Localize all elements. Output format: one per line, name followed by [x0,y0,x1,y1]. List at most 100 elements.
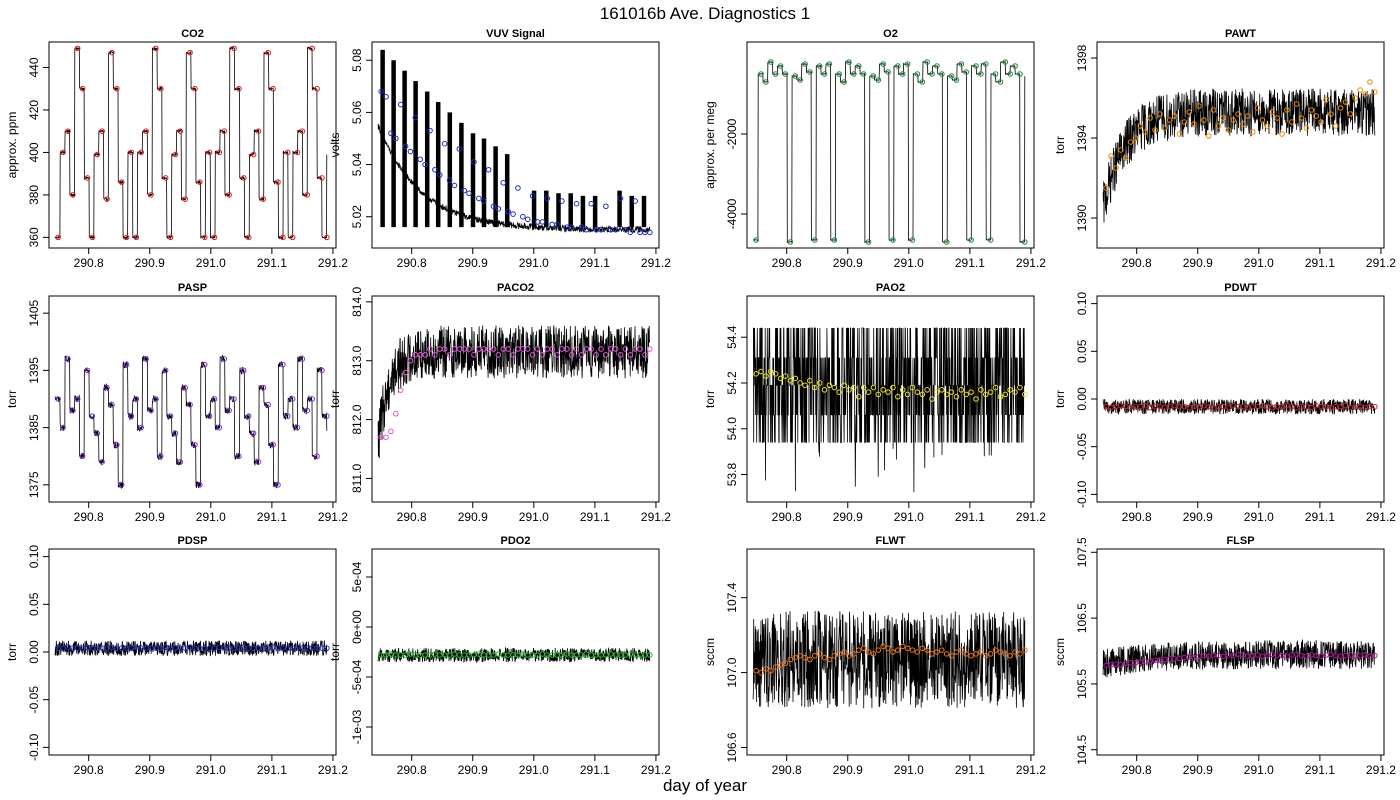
plot-frame [371,295,660,503]
average-point [324,413,330,419]
average-point [811,237,818,243]
x-tick-label: 291.1 [955,256,985,270]
raw-trace [54,45,328,241]
average-point [177,128,184,134]
average-point [510,211,516,217]
y-tick-label: 0.05 [1075,339,1089,363]
average-point [378,88,384,95]
average-point [113,441,120,448]
average-point [221,128,228,134]
average-point [982,391,989,398]
x-tick-label: 291.0 [519,763,549,777]
average-point [245,413,252,419]
x-tick-label: 290.9 [833,510,863,524]
average-point [1313,113,1320,119]
average-point [1118,662,1124,668]
y-tick-label: 104.5 [1075,734,1089,764]
average-point [1318,653,1324,660]
y-tick-label: 440 [27,57,41,77]
average-point [787,239,794,245]
average-point [1240,652,1246,658]
average-point [1225,404,1232,411]
average-point [831,652,838,659]
average-point [304,192,311,198]
average-point [865,239,872,245]
x-tick-label: 291.0 [1244,763,1274,777]
average-point [1337,105,1344,111]
average-point [476,195,482,202]
average-point [963,391,970,398]
average-point [393,410,399,417]
average-point [593,352,599,358]
average-point [206,413,213,419]
average-point [1298,115,1305,121]
average-point [172,151,179,158]
average-point [284,413,291,419]
average-point [128,149,135,156]
average-point [953,393,960,400]
y-tick-label: 360 [27,227,41,247]
average-point [811,384,818,391]
average-point [826,656,833,663]
average-point [1352,95,1359,101]
average-point [943,391,950,398]
x-tick-label: 291.1 [257,763,287,777]
average-point [524,216,531,223]
panel-o2: O2 approx. per meg 290.8 290.9 291.0 291.1 291… [703,28,1046,270]
x-tick-label: 291.0 [894,256,924,270]
average-point [422,161,428,168]
signal-spike [459,122,464,228]
average-point [792,654,799,661]
y-tick-label: 1405 [27,299,41,326]
average-point [787,377,794,384]
average-point [777,375,784,382]
average-point [953,77,960,83]
x-tick-label: 291.2 [641,763,671,777]
average-point [529,193,536,199]
average-point [890,384,896,391]
average-point [480,198,487,204]
average-point [772,664,779,670]
average-point [934,63,940,69]
average-point [811,652,818,659]
average-point [1357,87,1363,93]
average-point [432,166,438,173]
average-point [1328,651,1334,658]
average-point [520,213,526,220]
panel-flsp: FLSP sccm 290.8 290.9 291.0 291.1 291.2 104.5 10… [1053,535,1396,777]
average-point [1362,652,1368,658]
average-point [157,453,164,460]
average-point [807,377,813,384]
average-point [393,135,399,142]
average-point [182,196,188,202]
average-point [797,652,803,659]
average-point [289,234,296,241]
y-tick-label: 54.0 [725,417,739,441]
average-point [167,234,174,241]
average-point [890,649,896,655]
average-point [1215,123,1222,129]
y-tick-label: -4000 [725,198,739,229]
average-point [1161,125,1168,131]
average-point [831,384,838,391]
average-point [1181,119,1188,125]
average-point [123,361,130,368]
average-point [904,645,911,652]
x-tick-label: 291.2 [1016,256,1046,270]
average-point [412,114,419,121]
average-point [187,401,193,408]
average-point [909,237,916,243]
average-point [953,649,960,655]
average-point [206,149,213,156]
average-point [992,384,999,391]
average-point [162,175,169,181]
average-point [446,352,453,358]
average-point [816,63,823,69]
average-point [841,79,847,85]
average-point [128,413,135,419]
average-point [104,384,110,391]
x-tick-label: 290.9 [458,256,488,270]
average-point [1362,91,1368,97]
average-point [934,649,940,655]
panel-title: FLWT [876,535,906,547]
